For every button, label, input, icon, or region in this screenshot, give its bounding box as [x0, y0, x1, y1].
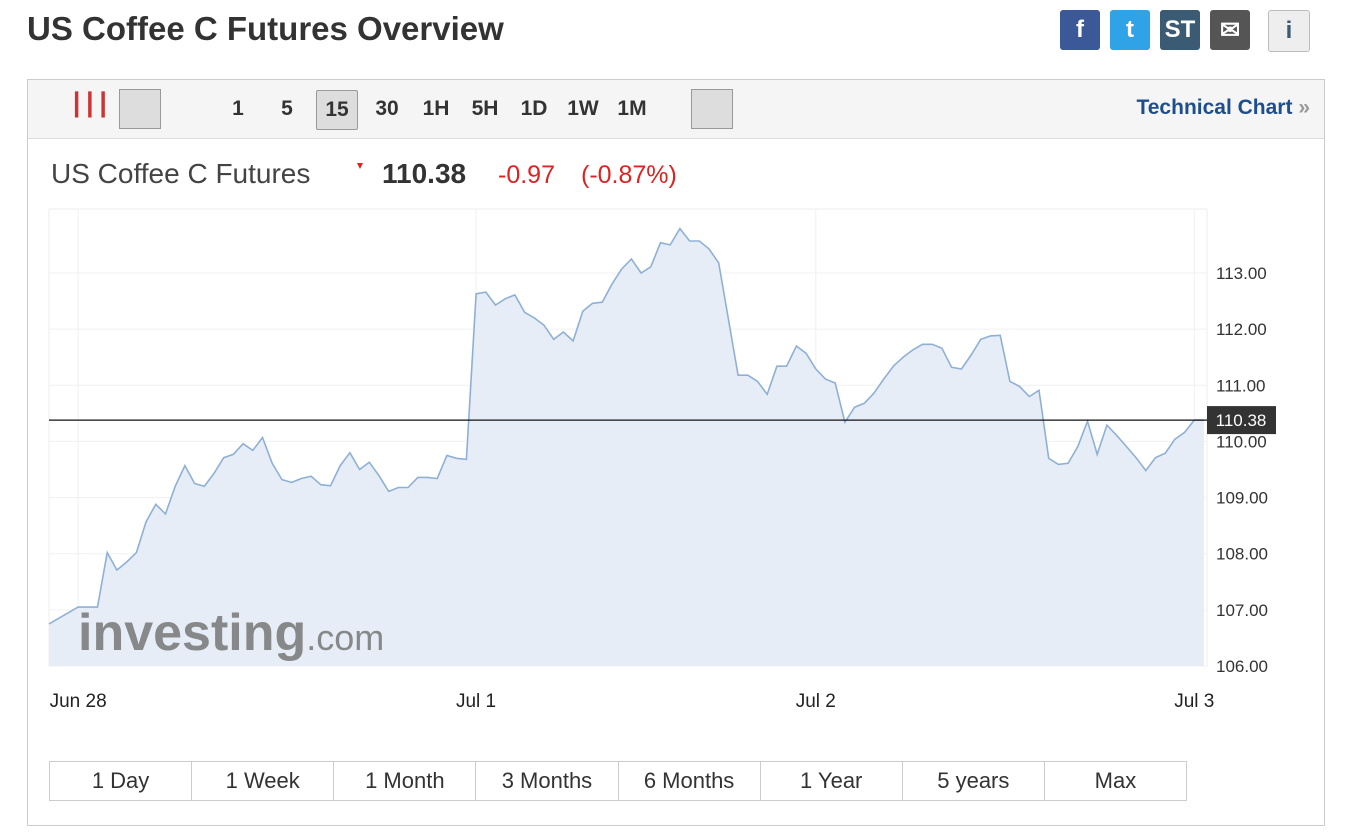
line-icon[interactable] — [119, 89, 161, 129]
intervals: 1 5 15 30 1H 5H 1D 1W 1M — [218, 90, 661, 130]
x-tick-label: Jul 1 — [456, 691, 496, 712]
y-tick-label: 111.00 — [1216, 376, 1265, 395]
interval-button[interactable]: 30 — [375, 97, 399, 120]
range-button[interactable]: Max — [1094, 768, 1137, 793]
y-tick-label: 113.00 — [1216, 264, 1267, 283]
y-tick-label: 112.00 — [1216, 320, 1267, 339]
down-arrow — [357, 163, 363, 169]
price-line — [48, 227, 1204, 625]
interval-button[interactable]: 15 — [316, 90, 358, 130]
range-button[interactable]: 1 Day — [50, 762, 193, 800]
stocktwits[interactable]: ST — [1160, 10, 1200, 50]
quote-name: US Coffee C Futures — [51, 158, 310, 189]
share-icons: f t ST ✉ i — [1060, 10, 1310, 52]
interval-button[interactable]: 5 — [281, 97, 293, 120]
chart: US Coffee C Futures 110.38 -0.97 (-0.87%… — [48, 158, 1276, 712]
quote-change-pct: (-0.87%) — [581, 161, 677, 189]
last-price-box — [1207, 406, 1276, 435]
y-tick-label: 106.00 — [1216, 657, 1268, 676]
info[interactable]: i — [1268, 10, 1310, 52]
y-tick-label: 110.00 — [1216, 432, 1267, 451]
layout-icon[interactable] — [691, 89, 733, 129]
widget: ┃┃┃ 1 5 15 30 1H 5H 1D 1W 1M Technical Chart » — [27, 79, 1325, 826]
range-button[interactable]: 1 Month — [334, 762, 477, 800]
area-fill — [49, 228, 1204, 666]
y-tick-label: 108.00 — [1216, 545, 1268, 564]
candle-icon[interactable]: ┃┃┃ — [70, 92, 110, 117]
interval-button[interactable]: 1D — [520, 97, 548, 120]
link-arrow: » — [1298, 96, 1310, 119]
mail[interactable]: ✉ — [1210, 10, 1250, 50]
range-button[interactable]: 1 Week — [192, 762, 335, 800]
watermark: investing.com — [78, 604, 384, 662]
x-tick-label: Jul 3 — [1174, 691, 1214, 712]
twitter[interactable]: t — [1110, 10, 1150, 50]
x-tick-label: Jul 2 — [796, 691, 836, 712]
link-text[interactable]: Technical Chart — [1136, 96, 1293, 119]
interval-button[interactable]: 1H — [422, 97, 450, 120]
facebook[interactable]: f — [1060, 10, 1100, 50]
range-button[interactable]: 1 Year — [761, 762, 903, 800]
last-price-label: 110.38 — [1216, 411, 1267, 430]
range-button[interactable]: 5 years — [903, 762, 1045, 800]
range-button[interactable]: 6 Months — [619, 762, 761, 800]
interval-button[interactable]: 1 — [232, 97, 244, 120]
interval-button[interactable]: 1W — [567, 97, 599, 120]
interval-button[interactable]: 1M — [617, 97, 647, 120]
y-tick-label: 109.00 — [1216, 489, 1268, 508]
quote-change: -0.97 — [498, 161, 555, 189]
interval-button[interactable]: 5H — [471, 97, 499, 120]
x-tick-label: Jun 28 — [50, 691, 107, 712]
page-title: US Coffee C Futures Overview — [27, 10, 504, 47]
watermark-brand: investing — [78, 604, 306, 662]
quote-price: 110.38 — [382, 158, 466, 189]
range-button[interactable]: 3 Months — [476, 762, 619, 800]
y-tick-label: 107.00 — [1216, 601, 1268, 620]
watermark-domain: .com — [306, 617, 384, 658]
range-buttons: 1 Day 1 Week 1 Month 3 Months 6 Months 1 Year… — [49, 761, 1187, 801]
technical-link[interactable]: Technical Chart » — [1136, 96, 1310, 120]
toolbar: ┃┃┃ 1 5 15 30 1H 5H 1D 1W 1M Technical Chart » — [28, 80, 1324, 139]
